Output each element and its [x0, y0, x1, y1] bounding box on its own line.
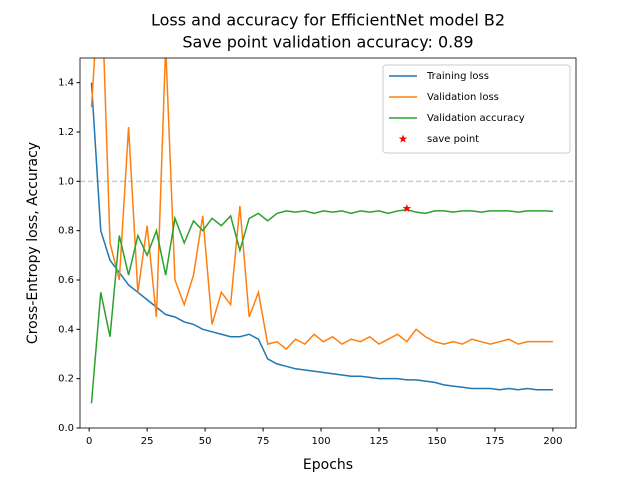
x-tick-label: 125 [369, 436, 388, 447]
y-tick-label: 0.0 [58, 423, 74, 434]
series-line [90, 58, 553, 351]
legend-marker [398, 134, 408, 143]
chart-subtitle: Save point validation accuracy: 0.89 [182, 33, 473, 52]
legend-box [382, 64, 571, 154]
legend-label: Validation accuracy [427, 113, 525, 124]
legend-label: Validation loss [427, 92, 499, 103]
x-tick-label: 25 [141, 436, 154, 447]
legend-label: save point [427, 134, 479, 145]
y-axis-label: Cross-Entropy loss, Accuracy [25, 142, 41, 344]
save-point-marker [402, 203, 412, 213]
y-tick-label: 0.4 [58, 324, 74, 335]
x-tick-label: 150 [427, 436, 446, 447]
x-tick-label: 100 [311, 436, 330, 447]
chart-title: Loss and accuracy for EfficientNet model… [151, 11, 505, 30]
x-tick-label: 50 [199, 436, 212, 447]
x-tick-label: 200 [543, 436, 562, 447]
x-axis-label: Epochs [303, 457, 353, 473]
y-tick-label: 1.0 [58, 176, 74, 187]
legend-label: Training loss [426, 71, 489, 82]
y-tick-label: 0.6 [58, 275, 74, 286]
series-line [90, 82, 553, 391]
x-tick-label: 175 [485, 436, 504, 447]
y-tick-label: 1.4 [58, 78, 74, 89]
axes-frame [79, 57, 577, 429]
y-tick-label: 0.8 [58, 226, 74, 237]
x-tick-label: 75 [257, 436, 270, 447]
x-tick-label: 0 [86, 436, 92, 447]
y-tick-label: 0.2 [58, 374, 74, 385]
series-line [90, 208, 553, 404]
plot-area [80, 58, 576, 404]
y-tick-label: 1.2 [58, 127, 74, 138]
